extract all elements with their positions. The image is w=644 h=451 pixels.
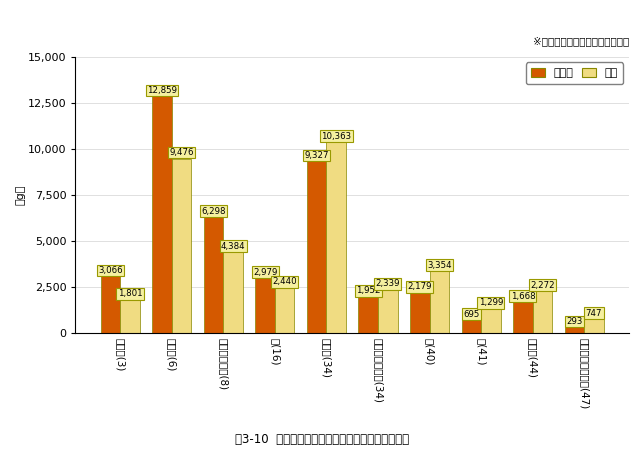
Text: 1,668: 1,668: [511, 292, 535, 301]
Text: 2,272: 2,272: [530, 281, 554, 290]
Text: 6,298: 6,298: [202, 207, 226, 216]
Bar: [307, 161, 327, 333]
Bar: [584, 319, 604, 333]
Bar: [223, 252, 243, 333]
Bar: [481, 309, 501, 333]
Text: 2,979: 2,979: [253, 267, 278, 276]
Bar: [204, 217, 223, 333]
Legend: 宮崎市, 全国: 宮崎市, 全国: [526, 63, 623, 84]
Text: 1,952: 1,952: [356, 286, 381, 295]
Text: 10,363: 10,363: [321, 132, 351, 141]
Text: 4,384: 4,384: [221, 242, 245, 251]
Bar: [462, 320, 481, 333]
Bar: [255, 278, 275, 333]
Text: 1,299: 1,299: [478, 299, 503, 308]
Bar: [359, 297, 378, 333]
Y-axis label: （g）: （g）: [15, 185, 25, 205]
Text: 2,339: 2,339: [375, 279, 400, 288]
Bar: [533, 291, 553, 333]
Bar: [152, 97, 172, 333]
Bar: [327, 142, 346, 333]
Text: 2,179: 2,179: [408, 282, 432, 291]
Text: 9,476: 9,476: [169, 148, 194, 157]
Bar: [410, 293, 430, 333]
Text: 9,327: 9,327: [305, 151, 329, 160]
Bar: [513, 302, 533, 333]
Text: 12,859: 12,859: [147, 86, 177, 95]
Bar: [378, 290, 397, 333]
Text: 1,801: 1,801: [118, 289, 142, 298]
Bar: [100, 276, 120, 333]
Text: 695: 695: [463, 309, 480, 318]
Bar: [172, 159, 191, 333]
Text: 嘶3-10  主な生鮮果物購入数量（二人以上の世帯）: 嘶3-10 主な生鮮果物購入数量（二人以上の世帯）: [235, 433, 409, 446]
Bar: [275, 288, 294, 333]
Bar: [565, 327, 584, 333]
Text: 293: 293: [566, 317, 583, 326]
Bar: [120, 300, 140, 333]
Bar: [430, 271, 449, 333]
Text: 747: 747: [586, 308, 602, 318]
Text: 3,354: 3,354: [427, 261, 451, 270]
Text: ※（　）内は宮崎市のランキング: ※（ ）内は宮崎市のランキング: [533, 36, 629, 46]
Text: 2,440: 2,440: [272, 277, 297, 286]
Text: 3,066: 3,066: [98, 266, 123, 275]
